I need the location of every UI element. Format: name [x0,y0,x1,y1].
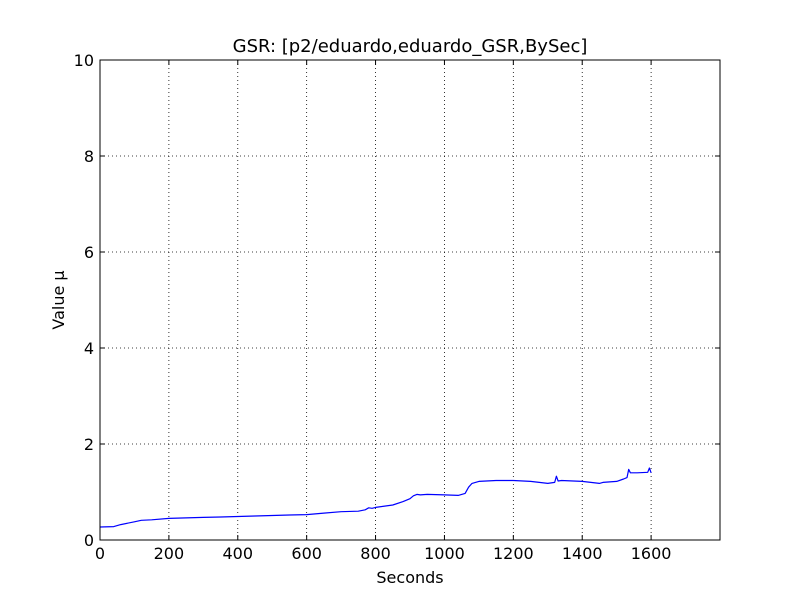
x-tick-label: 800 [360,544,391,563]
x-tick-label: 0 [95,544,105,563]
y-tick-label: 8 [84,147,94,166]
chart-title: GSR: [p2/eduardo,eduardo_GSR,BySec] [233,36,588,57]
y-tick-label: 4 [84,339,94,358]
y-tick-label: 10 [74,51,94,70]
y-tick-label: 2 [84,435,94,454]
x-tick-label: 1400 [562,544,603,563]
x-tick-label: 1000 [424,544,465,563]
plot-frame [99,59,721,541]
x-tick-label: 600 [291,544,322,563]
series-layer [99,467,652,528]
gsr-series-line [99,467,652,528]
axis-ticks: 0 200 400 600 800 1000 1200 1400 1600 0 2 4 6 8 10 [74,51,720,563]
x-tick-label: 200 [154,544,185,563]
y-tick-label: 0 [84,531,94,550]
x-axis-label: Seconds [376,568,443,587]
y-tick-label: 6 [84,243,94,262]
x-tick-label: 1200 [493,544,534,563]
x-tick-label: 1600 [631,544,672,563]
y-axis-label: Value µ [49,270,68,329]
x-tick-label: 400 [223,544,254,563]
